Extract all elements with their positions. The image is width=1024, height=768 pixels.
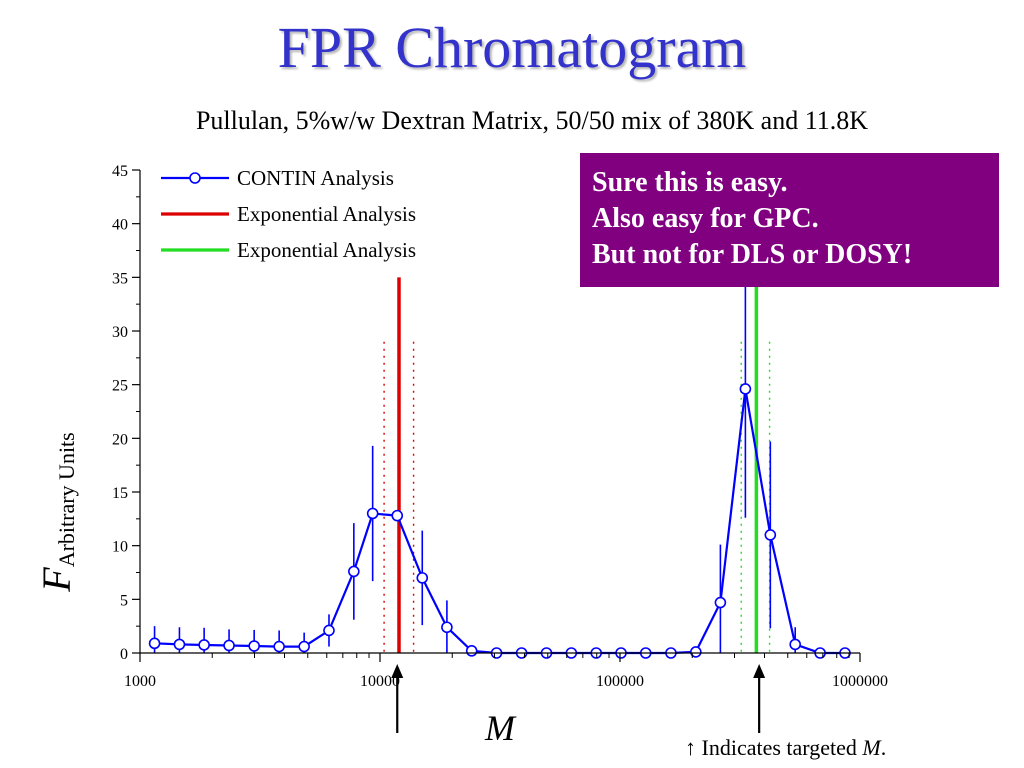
footnote-end: . — [880, 735, 887, 760]
data-point — [173, 638, 186, 651]
legend-label: Exponential Analysis — [237, 238, 416, 262]
y-axis-label-main: F — [34, 567, 79, 593]
contin-series-line — [154, 388, 845, 655]
legend-label: Exponential Analysis — [237, 202, 416, 226]
data-point — [248, 640, 260, 652]
x-tick-label: 1000000 — [832, 673, 888, 690]
up-arrow-icon — [391, 664, 404, 678]
y-tick-label: 20 — [112, 431, 128, 448]
callout-line-2: Also easy for GPC. — [592, 203, 819, 234]
data-point — [789, 638, 801, 651]
chart-axes: 0 5 10 15 20 25 30 35 40 45 1000 10000 100000 1000000 — [112, 163, 888, 690]
data-point — [323, 624, 335, 637]
footnote-symbol: M — [862, 735, 881, 760]
legend-marker — [189, 172, 201, 184]
footnote-text: Indicates targeted — [696, 735, 863, 760]
contin-markers — [148, 383, 851, 659]
data-point — [764, 529, 777, 541]
data-point — [416, 572, 429, 584]
up-arrow-icon — [753, 664, 766, 678]
data-point — [465, 645, 478, 657]
y-tick-label: 30 — [112, 324, 128, 341]
data-point — [739, 383, 752, 395]
data-point — [391, 509, 404, 522]
error-bars — [153, 260, 796, 653]
data-point — [148, 637, 161, 650]
data-point — [298, 640, 310, 653]
data-point — [223, 639, 235, 652]
chart-subtitle: Pullulan, 5%w/w Dextran Matrix, 50/50 mi… — [195, 106, 869, 135]
slide-title: FPR Chromatogram — [277, 15, 747, 80]
data-point — [198, 639, 210, 651]
y-tick-label: 10 — [112, 539, 128, 556]
up-arrow-icon: ↑ — [685, 735, 696, 760]
data-point — [366, 507, 379, 520]
data-point — [690, 646, 702, 658]
y-axis-label-subscript: Arbitrary Units — [54, 432, 79, 567]
y-tick-label: 0 — [120, 646, 128, 663]
data-point — [348, 565, 360, 578]
y-tick-label: 45 — [112, 163, 128, 180]
data-point — [714, 596, 727, 609]
data-point — [441, 621, 453, 634]
y-tick-label: 40 — [112, 217, 128, 234]
x-tick-label: 100000 — [596, 673, 644, 690]
footnote: ↑ Indicates targeted M. — [685, 735, 886, 761]
x-tick-label: 10000 — [360, 673, 400, 690]
data-point — [273, 640, 285, 653]
callout-line-1: Sure this is easy. — [592, 167, 788, 198]
y-tick-label: 15 — [112, 485, 128, 502]
exponential-lines — [383, 277, 771, 653]
target-arrows — [391, 664, 766, 733]
y-tick-label: 35 — [112, 270, 128, 287]
y-tick-label: 25 — [112, 378, 128, 395]
callout-line-3: But not for DLS or DOSY! — [592, 239, 913, 270]
x-tick-label: 1000 — [124, 673, 156, 690]
y-axis-label: FArbitrary Units — [34, 432, 79, 592]
legend-label: CONTIN Analysis — [237, 166, 394, 190]
legend: CONTIN Analysis Exponential Analysis Expon… — [161, 166, 416, 262]
callout-box: Sure this is easy. Also easy for GPC. Bu… — [580, 153, 999, 287]
y-tick-label: 5 — [120, 592, 128, 609]
x-axis-label: M — [484, 708, 517, 748]
